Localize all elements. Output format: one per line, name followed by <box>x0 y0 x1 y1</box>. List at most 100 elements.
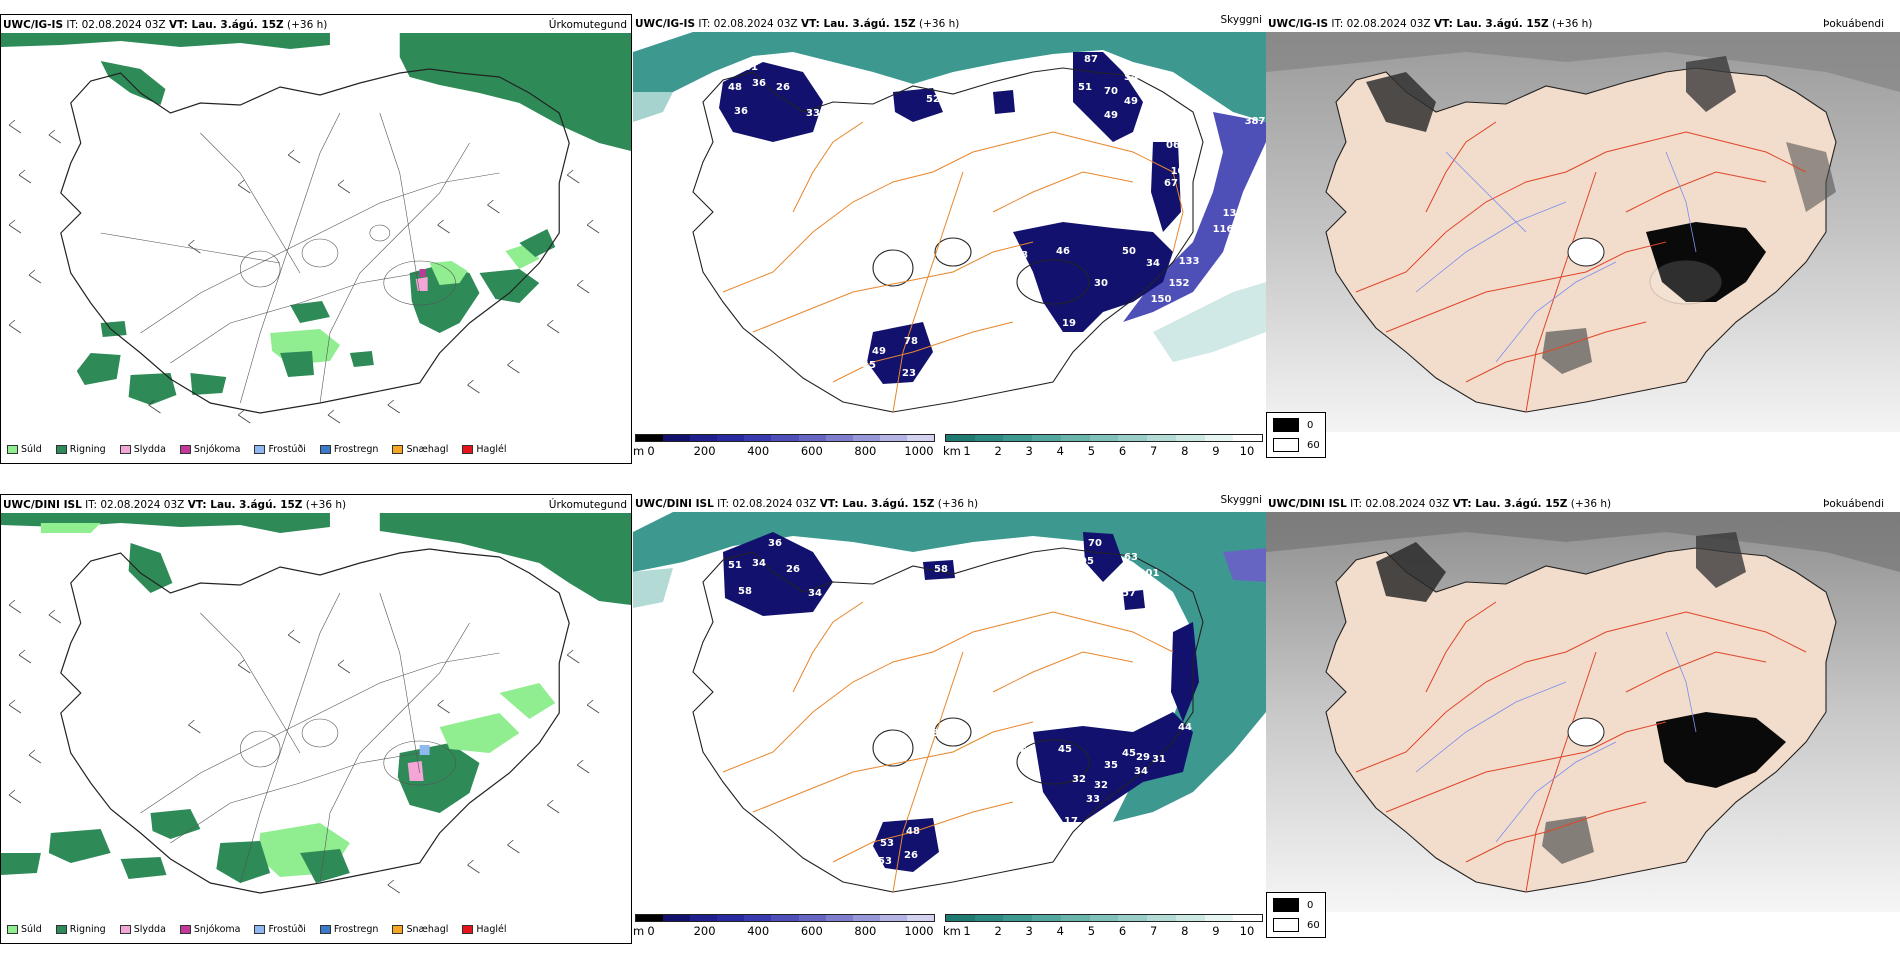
colorbar-cell <box>1032 915 1061 921</box>
ceiling-colorbar <box>635 914 935 922</box>
vt-label: VT: <box>1433 18 1453 30</box>
ceiling-value-label: 51 <box>1078 82 1092 93</box>
colorbar-tick-label: 600 <box>800 444 823 458</box>
ceiling-value-label: 32 <box>1094 780 1108 791</box>
colorbar-tick-label: 5 <box>1087 924 1096 938</box>
vis-scale: 1 2 3 4 5 6 7 8 9 10 km <box>943 434 1263 460</box>
ceiling-unit: m <box>633 444 645 458</box>
colorbar-tick-label: 8 <box>1181 924 1189 938</box>
fog-panel-top: UWC/IG-IS IT: 02.08.2024 03Z VT: Lau. 3.… <box>1266 14 1900 464</box>
ceiling-value-label: 150 <box>1151 294 1172 305</box>
legend-swatch <box>7 444 18 454</box>
colorbar-cell <box>906 435 935 441</box>
colorbar-tick-label: 0 <box>647 444 655 458</box>
colorbar-cell <box>879 435 907 441</box>
colorbar-cell <box>1032 435 1061 441</box>
legend-swatch <box>7 924 18 934</box>
ceiling-value-label: 116 <box>1213 224 1234 235</box>
colorbar-tick-label: 7 <box>1149 924 1158 938</box>
ceiling-value-label: 87 <box>1084 54 1098 65</box>
ceiling-value-label: 105 <box>1171 166 1192 177</box>
field-name: Úrkomutegund <box>548 19 627 31</box>
colorbar-cell <box>717 435 745 441</box>
panel-header: UWC/IG-IS IT: 02.08.2024 03Z VT: Lau. 3.… <box>635 14 1264 31</box>
colorbar-tick-label: 6 <box>1118 924 1127 938</box>
legend-swatch <box>462 444 474 454</box>
legend-item: Rigning <box>55 444 106 455</box>
precip-type-legend: Súld Rigning Slydda Snjókoma Frostúði Fr… <box>7 441 517 457</box>
colorbar-tick-label: 3 <box>1025 444 1033 458</box>
colorbar-cell <box>1175 435 1205 441</box>
ceiling-value-label: 36 <box>734 106 748 117</box>
legend-swatch <box>179 924 191 934</box>
colorbar-tick-label: 0 <box>647 924 655 938</box>
fog-panel-bottom: UWC/DINI ISL IT: 02.08.2024 03Z VT: Lau.… <box>1266 494 1900 944</box>
init-time: IT: 02.08.2024 03Z <box>695 18 801 30</box>
ceiling-value-label: 101 <box>1139 568 1160 579</box>
panel-header: UWC/IG-IS IT: 02.08.2024 03Z VT: Lau. 3.… <box>1268 17 1898 31</box>
colorbar-cell <box>744 915 772 921</box>
iceland-outline <box>60 68 570 414</box>
colorbar-cell <box>825 435 853 441</box>
colorbar-cell <box>879 915 907 921</box>
colorbar-cell <box>1003 915 1033 921</box>
colorbar-cell <box>636 435 664 441</box>
lead-time: (+36 h) <box>915 18 960 30</box>
init-time: IT: 02.08.2024 03Z <box>81 499 188 511</box>
panel-header: UWC/DINI ISL IT: 02.08.2024 03Z VT: Lau.… <box>635 494 1264 511</box>
lead-time: (+36 h) <box>1548 18 1593 30</box>
colorbar-cell <box>1204 435 1234 441</box>
ceiling-value-label: 52 <box>926 94 940 105</box>
colorbar-cell <box>974 915 1004 921</box>
vis-colorbar <box>945 434 1263 442</box>
valid-time: Lau. 3.ágú. 15Z <box>206 499 303 511</box>
ceiling-value-label: 49 <box>1124 96 1138 107</box>
ceiling-value-label: 41 <box>744 62 758 73</box>
colorbar-tick-label: 9 <box>1212 924 1220 938</box>
legend-label: Súld <box>21 923 42 935</box>
init-time: IT: 02.08.2024 03Z <box>63 19 169 31</box>
ceiling-value-label: 45 <box>1058 744 1072 755</box>
panel-header: UWC/DINI ISL IT: 02.08.2024 03Z VT: Lau.… <box>1268 497 1898 511</box>
vt-label: VT: <box>168 19 188 31</box>
model-name: UWC/IG-IS <box>635 18 696 30</box>
legend-item: Frostregn <box>319 924 378 935</box>
model-name: UWC/DINI ISL <box>1268 498 1347 510</box>
field-name: Skyggni <box>1220 14 1263 26</box>
road-lines <box>722 121 1184 413</box>
colorbar-cell <box>1060 915 1090 921</box>
legend-item: Snjókoma <box>179 924 240 935</box>
ceiling-value-label: 48 <box>906 826 920 837</box>
model-name: UWC/IG-IS <box>3 19 64 31</box>
ceiling-value-label: 34 <box>752 558 766 569</box>
ceiling-value-label: 88 <box>1014 250 1028 261</box>
legend-item: Frostúði <box>254 924 306 935</box>
colorbar-cell <box>1147 435 1176 441</box>
colorbar-cell <box>946 915 975 921</box>
ceiling-value-label: 78 <box>904 336 918 347</box>
fog-legend-low-label: 0 <box>1307 899 1314 911</box>
precip-type-panel-top: UWC/IG-IS IT: 02.08.2024 03Z VT: Lau. 3.… <box>0 14 632 464</box>
colorbar-cell <box>663 435 691 441</box>
visibility-panel-bottom: UWC/DINI ISL IT: 02.08.2024 03Z VT: Lau.… <box>633 494 1266 944</box>
fog-swatch-high <box>1273 438 1299 452</box>
precip-map <box>1 513 631 894</box>
legend-item: Rigning <box>55 924 106 935</box>
legend-swatch <box>119 924 131 934</box>
visibility-scales: 0 200 400 600 800 1000 m 1 2 3 4 5 6 7 8 9 10 km <box>633 912 1266 944</box>
fog-swatch-high <box>1273 918 1299 932</box>
legend-swatch <box>179 444 191 454</box>
fog-swatch-low <box>1273 898 1299 912</box>
colorbar-cell <box>1147 915 1176 921</box>
fog-legend-low-label: 0 <box>1307 419 1314 431</box>
colorbar-cell <box>1089 915 1119 921</box>
legend-label: Slydda <box>133 923 166 935</box>
colorbar-cell <box>852 435 880 441</box>
fog-legend: 0 60 <box>1266 892 1326 938</box>
legend-label: Snjókoma <box>193 443 241 455</box>
ceiling-value-label: 23 <box>902 368 916 379</box>
colorbar-tick-label: 6 <box>1118 444 1127 458</box>
